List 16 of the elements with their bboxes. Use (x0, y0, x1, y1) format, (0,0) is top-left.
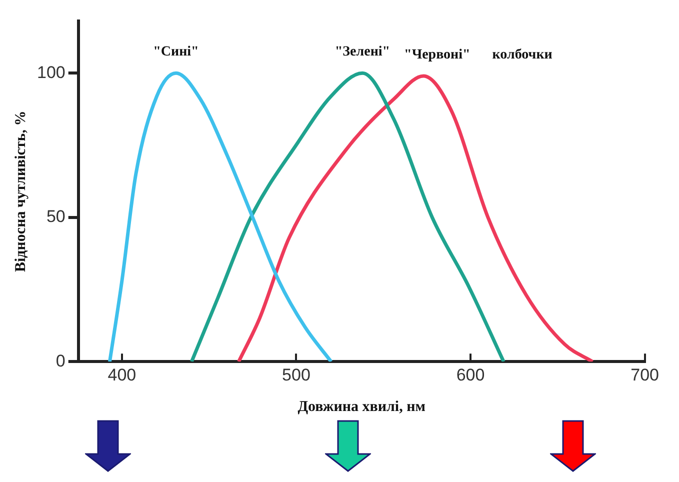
series-label: "Червоні" (404, 48, 470, 63)
y-tick-label: 50 (46, 207, 66, 226)
x-tick-label: 400 (108, 365, 136, 384)
line-series (108, 71, 333, 362)
series-label: "Сині" (153, 44, 199, 60)
line-series (190, 71, 506, 362)
annotation: колбочки (492, 48, 552, 63)
y-tick-label: 100 (36, 62, 66, 82)
x-tick-label: 500 (282, 365, 310, 384)
y-axis-title: Відносна чутливість, % (12, 110, 29, 272)
x-tick-label: 600 (456, 365, 485, 384)
series-label: "Зелені" (334, 44, 390, 60)
x-axis-title: Довжина хвилі, нм (298, 398, 426, 415)
x-tick-label: 700 (630, 365, 660, 384)
y-tick-label: 0 (56, 351, 66, 370)
line-series (236, 74, 594, 362)
